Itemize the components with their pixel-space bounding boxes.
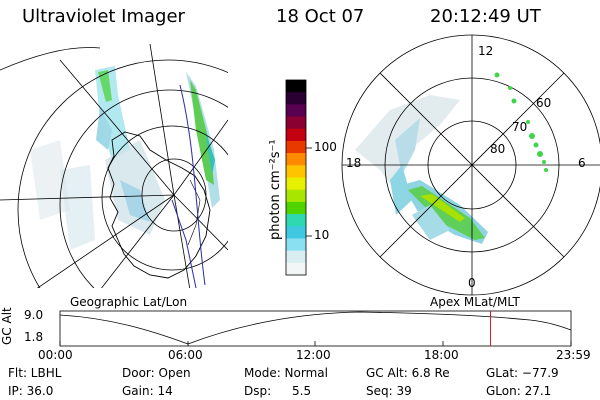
- colorbar-stripe: [286, 250, 306, 264]
- gc-xtick-2: 12:00: [296, 348, 331, 362]
- status-dsp-value: 5.5: [292, 384, 312, 398]
- apex-label: Apex MLat/MLT: [430, 295, 520, 309]
- colorbar-stripe: [286, 128, 306, 142]
- colorbar-stripe: [286, 116, 306, 130]
- gc-ytick-low: 1.8: [24, 330, 44, 344]
- status-seq: Seq: 39: [366, 384, 412, 398]
- colorbar-stripe: [286, 165, 306, 178]
- colorbar-unit-label: photon cm⁻²s⁻¹: [268, 139, 283, 240]
- lat-label-60: 60: [536, 96, 552, 110]
- status-flt: Flt: LBHL: [8, 366, 62, 380]
- status-glon: GLon: 27.1: [486, 384, 552, 398]
- colorbar-stripe: [286, 177, 306, 191]
- colorbar-stripe: [286, 226, 306, 239]
- mlt-label-18: 18: [346, 156, 362, 170]
- gc-xtick-0: 00:00: [38, 348, 73, 362]
- status-ip: IP: 36.0: [8, 384, 54, 398]
- polar-plot: [341, 34, 600, 296]
- colorbar-stripe: [286, 238, 306, 252]
- left-aurora: [30, 66, 220, 250]
- time-label: 20:12:49 UT: [430, 6, 541, 27]
- gc-alt-plot: [59, 310, 572, 347]
- instrument-title: Ultraviolet Imager: [22, 6, 185, 27]
- lat-label-70: 70: [512, 120, 528, 134]
- colorbar-stripe: [286, 80, 306, 93]
- date-label: 18 Oct 07: [276, 6, 365, 27]
- mlt-label-12: 12: [478, 44, 494, 58]
- geographic-label: Geographic Lat/Lon: [70, 295, 188, 309]
- colorbar-stripe: [286, 140, 306, 154]
- colorbar-stripe: [286, 201, 306, 215]
- status-gc-alt: GC Alt: 6.8 Re: [366, 366, 450, 380]
- colorbar-tick-10: 10: [314, 228, 330, 242]
- gc-xtick-3: 18:00: [424, 348, 459, 362]
- status-glat: GLat: −77.9: [486, 366, 559, 380]
- colorbar-stripe: [286, 92, 306, 105]
- status-dsp-label: Dsp:: [244, 384, 272, 398]
- gc-xtick-4: 23:59: [556, 348, 591, 362]
- colorbar: [286, 80, 306, 276]
- colorbar-frame: [285, 79, 312, 276]
- colorbar-tick-100: 100: [314, 140, 337, 154]
- lat-label-80: 80: [490, 142, 506, 156]
- status-mode: Mode: Normal: [244, 366, 328, 380]
- gc-alt-ylabel: GC Alt: [0, 307, 14, 345]
- colorbar-stripe: [286, 104, 306, 118]
- gc-xtick-1: 06:00: [168, 348, 203, 362]
- colorbar-stripe: [286, 214, 306, 227]
- mlt-label-6: 6: [578, 156, 586, 170]
- gc-ytick-high: 9.0: [24, 308, 44, 322]
- status-door: Door: Open: [122, 366, 191, 380]
- colorbar-stripe: [286, 262, 306, 276]
- mlt-label-0: 0: [468, 276, 476, 290]
- colorbar-stripe: [286, 189, 306, 203]
- colorbar-stripe: [286, 153, 306, 166]
- status-gain: Gain: 14: [122, 384, 173, 398]
